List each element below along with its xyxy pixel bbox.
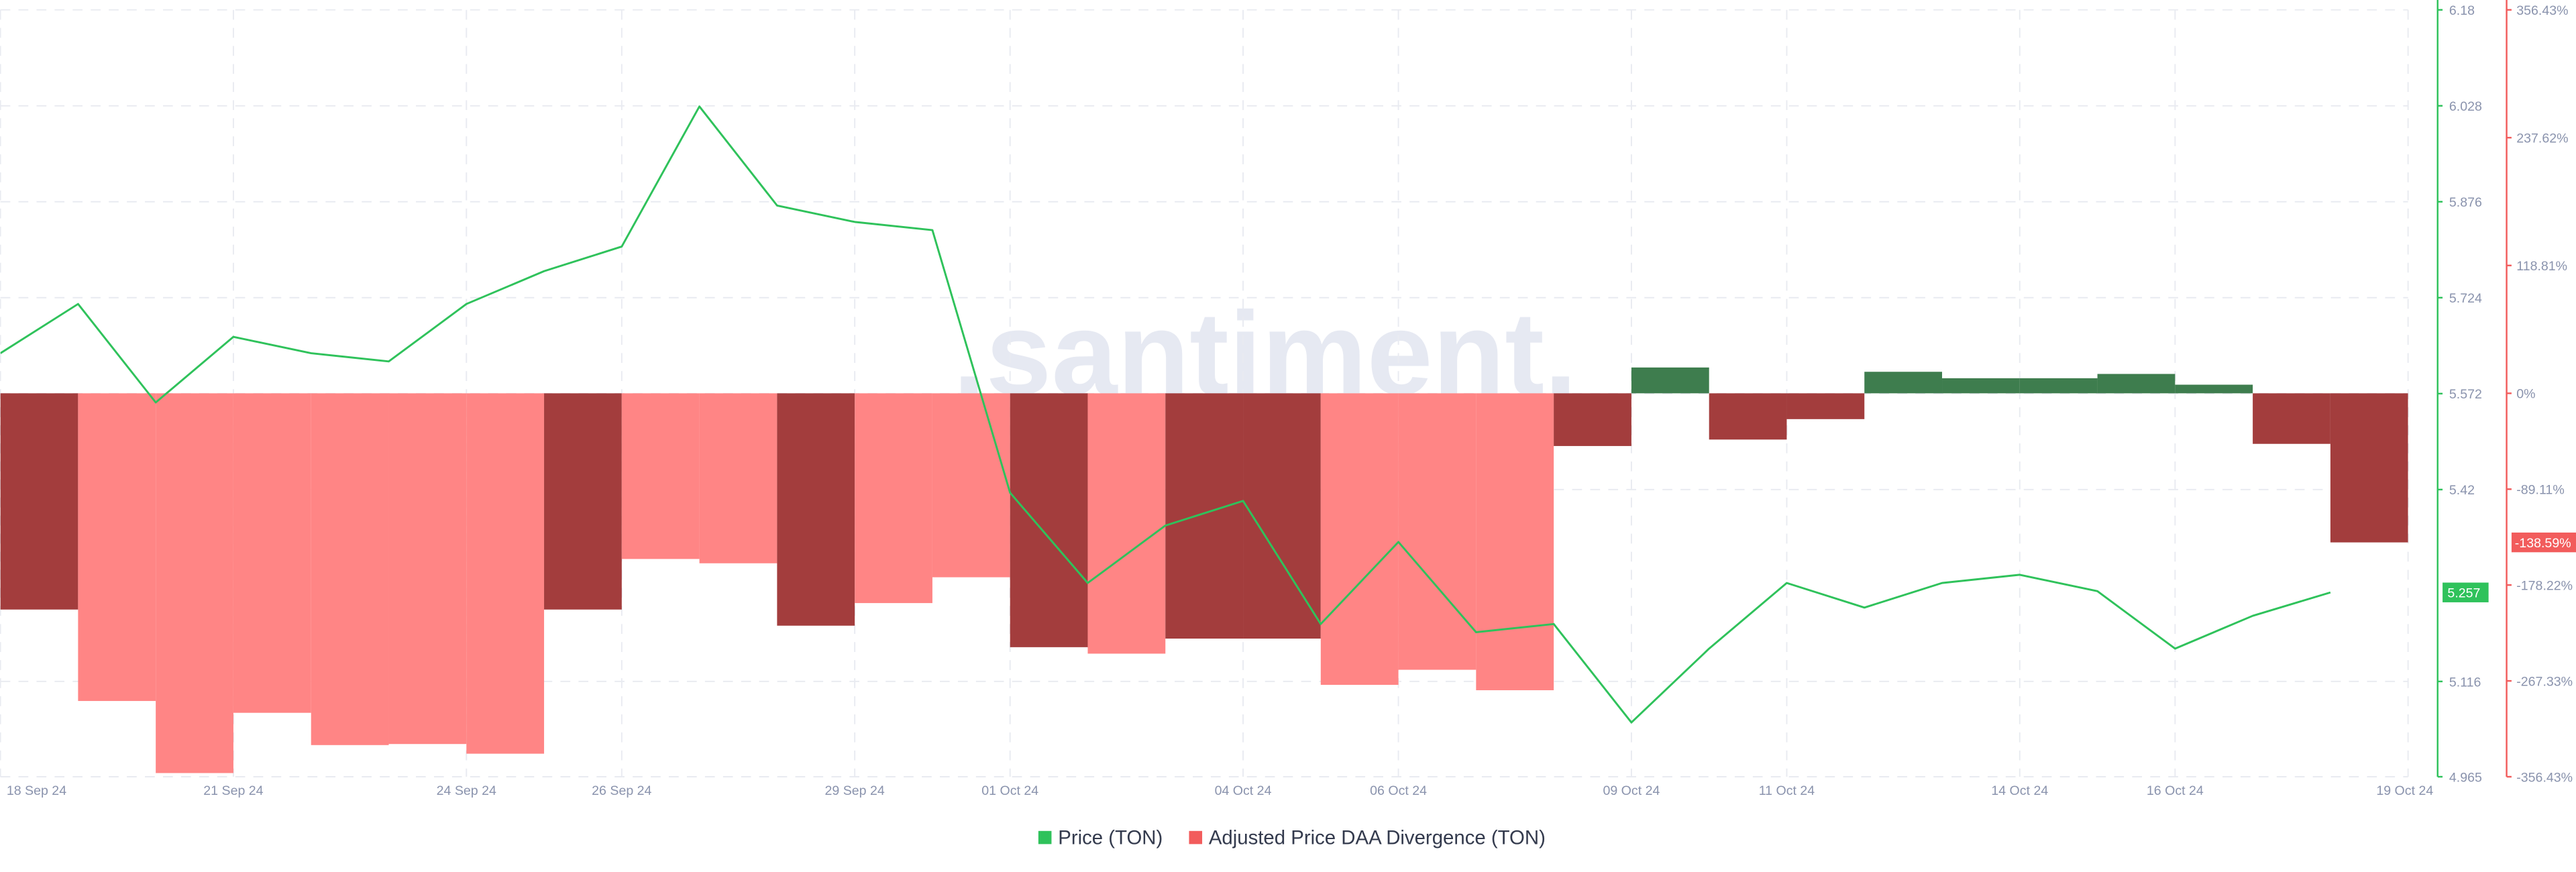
y-tick-label: 5.572 bbox=[2449, 387, 2482, 402]
bar bbox=[1320, 393, 1399, 685]
bar bbox=[0, 393, 78, 610]
legend-label: Price (TON) bbox=[1058, 826, 1163, 849]
y-tick-label: 5.876 bbox=[2449, 195, 2482, 210]
bar bbox=[1010, 393, 1088, 647]
y2-tick-label: -89.11% bbox=[2516, 483, 2564, 498]
bar bbox=[2019, 378, 2098, 394]
bar bbox=[1942, 378, 2020, 394]
bar bbox=[2330, 393, 2408, 543]
last-value-label: -138.59% bbox=[2515, 536, 2571, 551]
last-value-badge bbox=[2443, 582, 2489, 602]
bar bbox=[1554, 393, 1631, 446]
x-tick-label: 26 Sep 24 bbox=[592, 783, 651, 798]
y-tick-label: 4.965 bbox=[2449, 770, 2482, 785]
bar bbox=[1398, 393, 1477, 670]
x-tick-label: 04 Oct 24 bbox=[1215, 783, 1272, 798]
bar bbox=[621, 393, 700, 559]
x-tick-label: 01 Oct 24 bbox=[981, 783, 1038, 798]
x-tick-label: 19 Oct 24 bbox=[2376, 783, 2433, 798]
bar bbox=[388, 393, 467, 745]
bar bbox=[466, 393, 545, 754]
bar bbox=[156, 393, 233, 773]
bar bbox=[1864, 372, 1943, 394]
legend-swatch bbox=[1189, 830, 1203, 844]
y2-tick-label: 0% bbox=[2516, 387, 2535, 402]
price-line bbox=[0, 105, 2331, 724]
y2-tick-label: 237.62% bbox=[2516, 131, 2568, 146]
legend-label: Adjusted Price DAA Divergence (TON) bbox=[1209, 826, 1546, 849]
bar bbox=[2253, 393, 2330, 444]
y2-tick-label: 356.43% bbox=[2516, 3, 2568, 18]
x-tick-label: 14 Oct 24 bbox=[1991, 783, 2048, 798]
last-value-badge bbox=[2511, 532, 2576, 553]
bar bbox=[311, 393, 389, 745]
bar bbox=[1165, 393, 1244, 639]
bar bbox=[544, 393, 622, 610]
bar bbox=[1476, 393, 1554, 691]
y2-tick-label: -178.22% bbox=[2516, 579, 2573, 594]
bar bbox=[855, 393, 932, 604]
bar bbox=[2097, 374, 2176, 394]
bar bbox=[1786, 393, 1865, 419]
x-tick-label: 09 Oct 24 bbox=[1603, 783, 1660, 798]
bar bbox=[932, 393, 1010, 578]
y-tick-label: 6.028 bbox=[2449, 99, 2482, 114]
x-tick-label: 29 Sep 24 bbox=[825, 783, 885, 798]
bar bbox=[1631, 367, 1709, 394]
legend: Price (TON) Adjusted Price DAA Divergence… bbox=[1038, 826, 1546, 849]
bar bbox=[1243, 393, 1321, 639]
bar bbox=[777, 393, 855, 626]
y2-tick-label: -356.43% bbox=[2516, 770, 2573, 785]
last-value-label: 5.257 bbox=[2447, 586, 2480, 601]
bar bbox=[1087, 393, 1166, 654]
legend-swatch bbox=[1038, 830, 1052, 844]
bar bbox=[2175, 384, 2253, 394]
x-tick-label: 11 Oct 24 bbox=[1759, 783, 1815, 798]
y2-tick-label: 118.81% bbox=[2516, 259, 2567, 274]
y-tick-label: 5.42 bbox=[2449, 483, 2475, 498]
y-tick-label: 5.116 bbox=[2449, 675, 2481, 690]
y-tick-label: 5.724 bbox=[2449, 291, 2482, 306]
x-tick-label: 06 Oct 24 bbox=[1370, 783, 1427, 798]
bar bbox=[233, 393, 311, 713]
bar bbox=[699, 393, 777, 563]
y2-tick-label: -267.33% bbox=[2516, 674, 2573, 689]
y-tick-label: 6.18 bbox=[2449, 3, 2475, 18]
x-tick-label: 21 Sep 24 bbox=[203, 783, 263, 798]
bar bbox=[1709, 393, 1787, 440]
x-tick-label: 18 Sep 24 bbox=[7, 783, 66, 798]
x-tick-label: 24 Sep 24 bbox=[437, 783, 496, 798]
bar bbox=[78, 393, 156, 702]
x-tick-label: 16 Oct 24 bbox=[2147, 783, 2204, 798]
